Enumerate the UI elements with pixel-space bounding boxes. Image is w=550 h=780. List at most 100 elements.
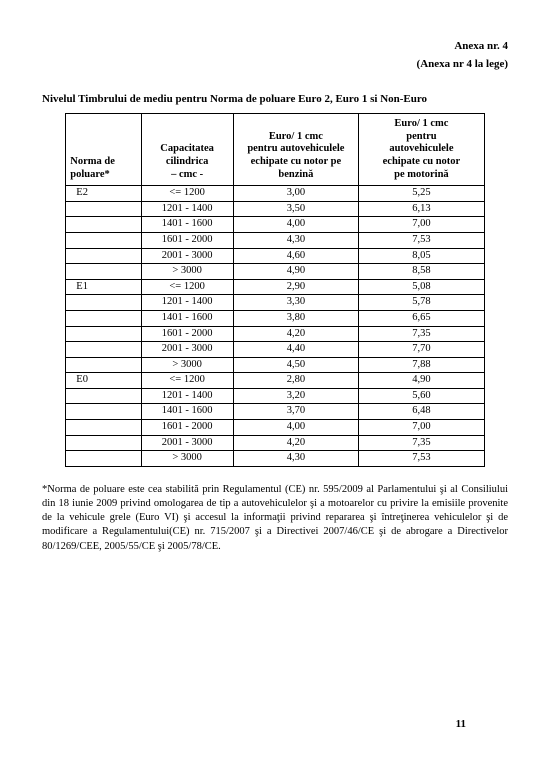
cell-benzina: 3,80 <box>233 310 359 326</box>
col-norma: Norma de poluare* <box>66 114 141 186</box>
cell-motorina: 8,58 <box>359 264 485 280</box>
cell-motorina: 7,35 <box>359 435 485 451</box>
table-body: E2<= 12003,005,251201 - 14003,506,131401… <box>66 186 484 467</box>
cell-motorina: 7,88 <box>359 357 485 373</box>
cell-benzina: 4,50 <box>233 357 359 373</box>
cell-motorina: 7,00 <box>359 420 485 436</box>
cell-benzina: 4,90 <box>233 264 359 280</box>
col-capacitatea: Capacitatea cilindrica – cmc - <box>141 114 233 186</box>
table-row: 1201 - 14003,205,60 <box>66 388 484 404</box>
cell-capacitatea: 2001 - 3000 <box>141 435 233 451</box>
cell-benzina: 4,20 <box>233 435 359 451</box>
table-row: E1<= 12002,905,08 <box>66 279 484 295</box>
cell-capacitatea: 1201 - 1400 <box>141 388 233 404</box>
cell-norma: E2 <box>66 186 141 202</box>
cell-capacitatea: 1201 - 1400 <box>141 201 233 217</box>
cell-motorina: 5,08 <box>359 279 485 295</box>
cell-benzina: 3,50 <box>233 201 359 217</box>
cell-capacitatea: 1401 - 1600 <box>141 404 233 420</box>
cell-capacitatea: > 3000 <box>141 357 233 373</box>
cell-motorina: 7,70 <box>359 342 485 358</box>
cell-norma <box>66 342 141 358</box>
table-row: > 30004,307,53 <box>66 451 484 467</box>
cell-benzina: 4,20 <box>233 326 359 342</box>
cell-benzina: 4,40 <box>233 342 359 358</box>
cell-benzina: 2,80 <box>233 373 359 389</box>
tax-table: Norma de poluare* Capacitatea cilindrica… <box>65 113 484 467</box>
cell-benzina: 4,30 <box>233 451 359 467</box>
table-row: 1401 - 16003,706,48 <box>66 404 484 420</box>
cell-benzina: 4,00 <box>233 420 359 436</box>
cell-motorina: 7,35 <box>359 326 485 342</box>
cell-motorina: 7,00 <box>359 217 485 233</box>
col-benzina: Euro/ 1 cmc pentru autovehiculele echipa… <box>233 114 359 186</box>
table-row: 1601 - 20004,307,53 <box>66 232 484 248</box>
cell-capacitatea: 1601 - 2000 <box>141 232 233 248</box>
cell-motorina: 6,65 <box>359 310 485 326</box>
table-row: 1201 - 14003,305,78 <box>66 295 484 311</box>
annex-subtitle: (Anexa nr 4 la lege) <box>42 56 508 74</box>
cell-norma <box>66 232 141 248</box>
cell-norma: E0 <box>66 373 141 389</box>
cell-benzina: 4,00 <box>233 217 359 233</box>
cell-capacitatea: 1401 - 1600 <box>141 310 233 326</box>
cell-capacitatea: 1401 - 1600 <box>141 217 233 233</box>
cell-benzina: 4,60 <box>233 248 359 264</box>
cell-motorina: 5,25 <box>359 186 485 202</box>
cell-capacitatea: 1601 - 2000 <box>141 420 233 436</box>
cell-benzina: 4,30 <box>233 232 359 248</box>
cell-norma <box>66 420 141 436</box>
table-row: 2001 - 30004,407,70 <box>66 342 484 358</box>
table-row: 1601 - 20004,007,00 <box>66 420 484 436</box>
cell-benzina: 3,20 <box>233 388 359 404</box>
cell-norma <box>66 264 141 280</box>
cell-capacitatea: > 3000 <box>141 451 233 467</box>
col-motorina: Euro/ 1 cmc pentru autovehiculele echipa… <box>359 114 485 186</box>
footnote: *Norma de poluare este cea stabilită pri… <box>42 483 508 554</box>
cell-capacitatea: 2001 - 3000 <box>141 342 233 358</box>
cell-motorina: 7,53 <box>359 232 485 248</box>
cell-norma <box>66 451 141 467</box>
table-row: 1401 - 16004,007,00 <box>66 217 484 233</box>
cell-norma <box>66 404 141 420</box>
cell-norma: E1 <box>66 279 141 295</box>
cell-norma <box>66 388 141 404</box>
cell-norma <box>66 310 141 326</box>
cell-norma <box>66 201 141 217</box>
cell-capacitatea: <= 1200 <box>141 186 233 202</box>
annex-number: Anexa nr. 4 <box>42 38 508 56</box>
cell-norma <box>66 326 141 342</box>
table-row: 1601 - 20004,207,35 <box>66 326 484 342</box>
table-row: > 30004,507,88 <box>66 357 484 373</box>
cell-motorina: 6,48 <box>359 404 485 420</box>
table-row: 2001 - 30004,608,05 <box>66 248 484 264</box>
cell-motorina: 5,78 <box>359 295 485 311</box>
table-row: E0<= 12002,804,90 <box>66 373 484 389</box>
page-title: Nivelul Timbrului de mediu pentru Norma … <box>42 93 508 105</box>
table-header-row: Norma de poluare* Capacitatea cilindrica… <box>66 114 484 186</box>
cell-norma <box>66 295 141 311</box>
cell-capacitatea: > 3000 <box>141 264 233 280</box>
table-row: 1201 - 14003,506,13 <box>66 201 484 217</box>
cell-norma <box>66 435 141 451</box>
cell-motorina: 5,60 <box>359 388 485 404</box>
table-row: E2<= 12003,005,25 <box>66 186 484 202</box>
cell-norma <box>66 357 141 373</box>
cell-norma <box>66 217 141 233</box>
header-right: Anexa nr. 4 (Anexa nr 4 la lege) <box>42 38 508 73</box>
cell-benzina: 3,30 <box>233 295 359 311</box>
cell-capacitatea: <= 1200 <box>141 373 233 389</box>
cell-norma <box>66 248 141 264</box>
cell-capacitatea: 1201 - 1400 <box>141 295 233 311</box>
table-row: 1401 - 16003,806,65 <box>66 310 484 326</box>
cell-motorina: 8,05 <box>359 248 485 264</box>
page-number: 11 <box>456 718 466 730</box>
cell-motorina: 7,53 <box>359 451 485 467</box>
cell-benzina: 3,70 <box>233 404 359 420</box>
table-row: > 30004,908,58 <box>66 264 484 280</box>
cell-motorina: 6,13 <box>359 201 485 217</box>
cell-capacitatea: 2001 - 3000 <box>141 248 233 264</box>
cell-motorina: 4,90 <box>359 373 485 389</box>
cell-benzina: 3,00 <box>233 186 359 202</box>
cell-capacitatea: 1601 - 2000 <box>141 326 233 342</box>
